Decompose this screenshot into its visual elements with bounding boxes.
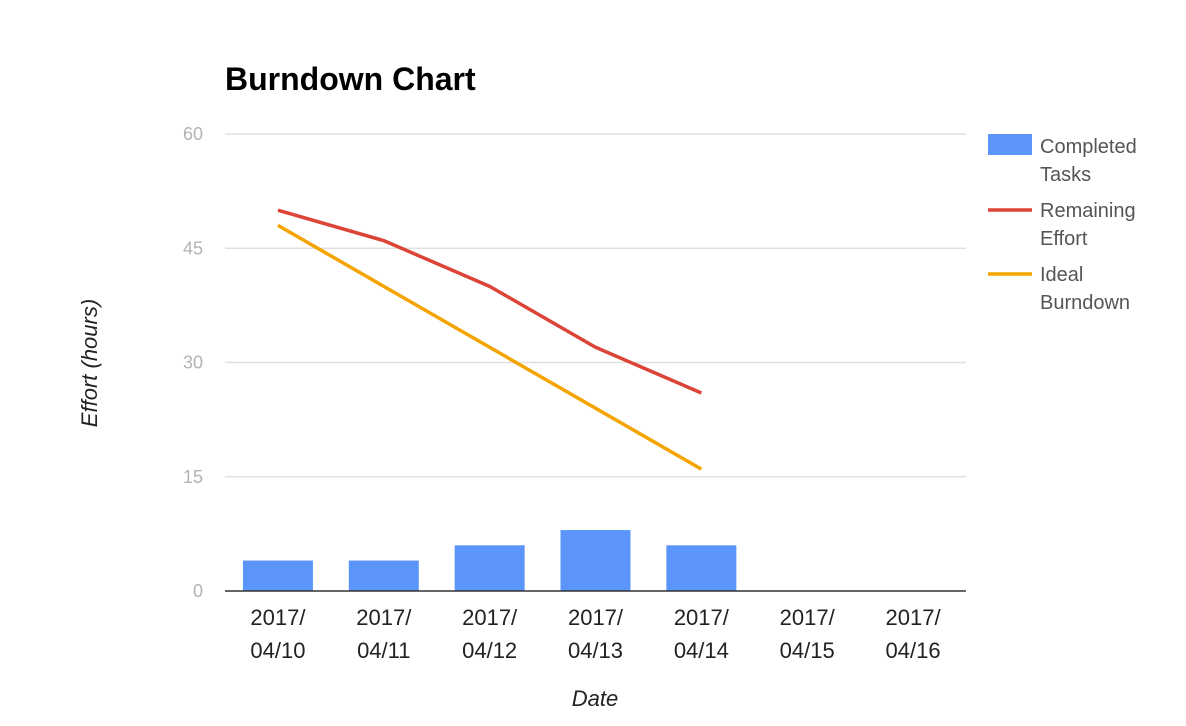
legend-swatch-bar bbox=[988, 134, 1032, 155]
x-tick-label-line: 04/13 bbox=[568, 638, 623, 663]
legend-label-line: Burndown bbox=[1040, 292, 1130, 314]
y-tick-label: 45 bbox=[183, 238, 203, 258]
y-tick-label: 0 bbox=[193, 581, 203, 601]
legend: Completed Tasks Remaining Effort Ideal Burndo… bbox=[988, 134, 1137, 314]
legend-label-line: Ideal bbox=[1040, 264, 1083, 286]
x-tick-label-line: 2017/ bbox=[250, 605, 306, 630]
legend-item: Ideal Burndown bbox=[988, 264, 1130, 314]
x-tick-label: 2017/04/14 bbox=[674, 605, 730, 663]
x-tick-label: 2017/04/15 bbox=[780, 605, 836, 663]
bar-completed-tasks bbox=[454, 545, 525, 591]
x-axis-label: Date bbox=[572, 686, 618, 711]
y-tick-label: 30 bbox=[183, 353, 203, 373]
line-series bbox=[277, 208, 703, 471]
legend-label-line: Tasks bbox=[1040, 164, 1091, 186]
legend-item: Remaining Effort bbox=[988, 200, 1136, 250]
x-tick-label: 2017/04/12 bbox=[462, 605, 518, 663]
legend-label: Remaining Effort bbox=[1040, 200, 1136, 250]
x-tick-label: 2017/04/11 bbox=[356, 605, 412, 663]
x-tick-label-line: 04/14 bbox=[674, 638, 729, 663]
chart-title: Burndown Chart bbox=[225, 61, 476, 97]
bar-completed-tasks bbox=[242, 560, 313, 591]
x-tick-label-line: 2017/ bbox=[356, 605, 412, 630]
x-tick-label-line: 04/11 bbox=[357, 638, 410, 663]
line-ideal-burndown bbox=[277, 223, 703, 471]
legend-item: Completed Tasks bbox=[988, 134, 1137, 186]
y-axis-ticks: 0 15 30 45 60 bbox=[183, 124, 203, 601]
x-axis-ticks: 2017/04/102017/04/112017/04/122017/04/13… bbox=[250, 605, 941, 663]
x-tick-label-line: 2017/ bbox=[780, 605, 836, 630]
x-tick-label: 2017/04/10 bbox=[250, 605, 306, 663]
line-remaining-effort bbox=[277, 208, 703, 395]
legend-label-line: Completed bbox=[1040, 136, 1137, 158]
gridlines bbox=[225, 133, 966, 478]
x-tick-label-line: 2017/ bbox=[462, 605, 518, 630]
x-tick-label-line: 04/16 bbox=[886, 638, 941, 663]
x-tick-label-line: 2017/ bbox=[674, 605, 730, 630]
legend-label: Completed Tasks bbox=[1040, 136, 1137, 186]
x-tick-label-line: 04/10 bbox=[250, 638, 305, 663]
legend-label-line: Remaining bbox=[1040, 200, 1136, 222]
legend-label: Ideal Burndown bbox=[1040, 264, 1130, 314]
x-tick-label-line: 2017/ bbox=[568, 605, 624, 630]
bar-series bbox=[242, 530, 737, 591]
x-tick-label-line: 04/12 bbox=[462, 638, 517, 663]
y-axis-label: Effort (hours) bbox=[77, 299, 102, 427]
x-tick-label: 2017/04/13 bbox=[568, 605, 624, 663]
legend-label-line: Effort bbox=[1040, 228, 1088, 250]
bar-completed-tasks bbox=[560, 530, 631, 591]
y-tick-label: 60 bbox=[183, 124, 203, 144]
bar-completed-tasks bbox=[666, 545, 737, 591]
x-tick-label: 2017/04/16 bbox=[886, 605, 942, 663]
bar-completed-tasks bbox=[348, 560, 419, 591]
x-tick-label-line: 04/15 bbox=[780, 638, 835, 663]
y-tick-label: 15 bbox=[183, 467, 203, 487]
x-tick-label-line: 2017/ bbox=[886, 605, 942, 630]
